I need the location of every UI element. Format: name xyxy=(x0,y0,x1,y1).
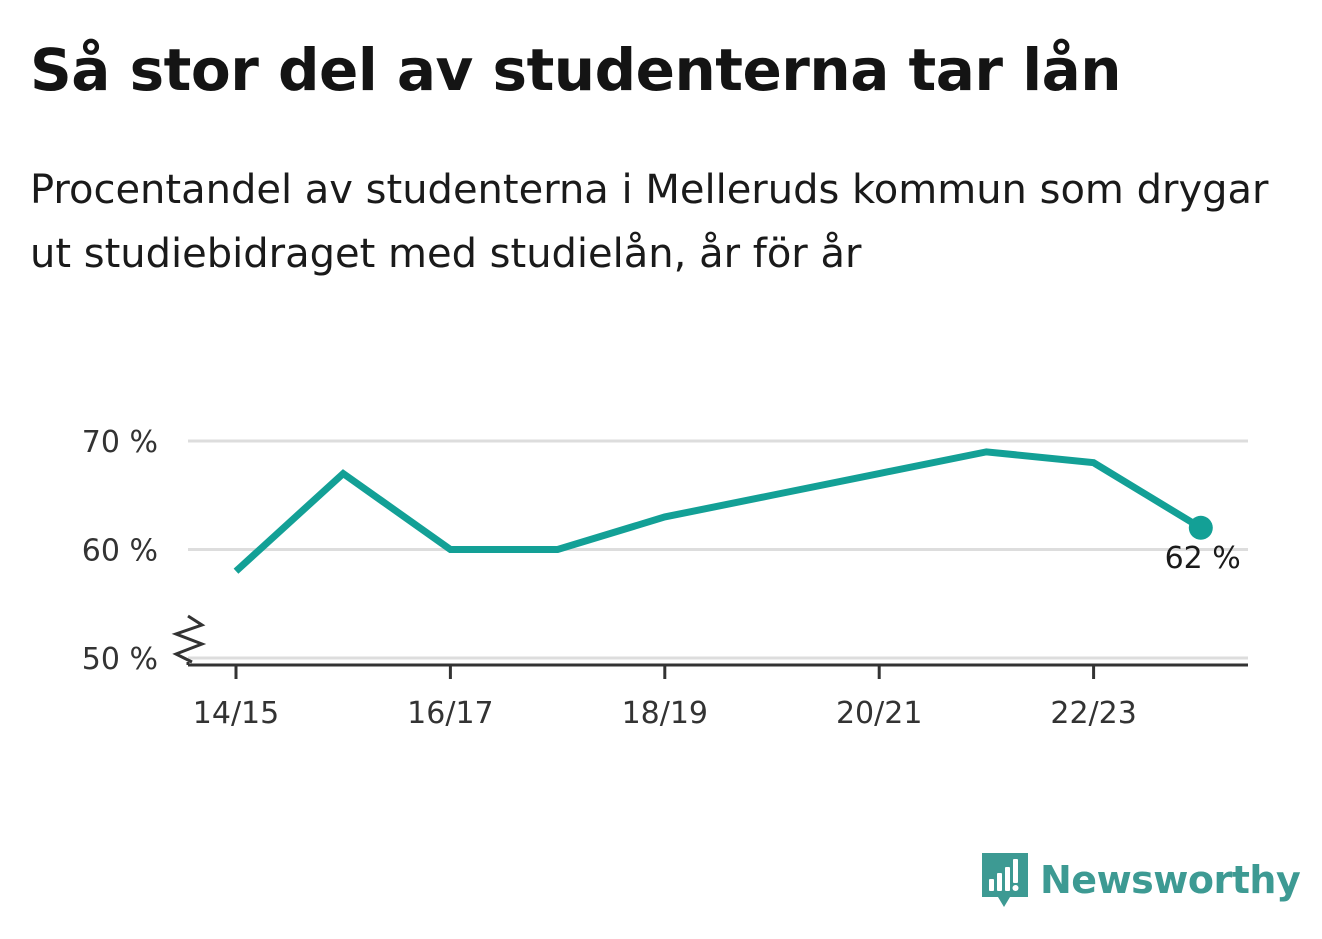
data-point-14-15 xyxy=(236,571,237,572)
series-layer xyxy=(233,448,1203,574)
annotations: 62 % xyxy=(1165,515,1241,576)
axes xyxy=(171,614,1248,679)
x-tick-label-18-19: 18/19 xyxy=(622,696,708,731)
series-line-0 xyxy=(233,448,1203,574)
end-value-label: 62 % xyxy=(1165,541,1241,576)
data-point-18-19 xyxy=(664,516,665,517)
y-tick-label-50: 50 % xyxy=(82,642,158,677)
end-point-marker xyxy=(1188,515,1213,540)
x-tick-label-14-15: 14/15 xyxy=(193,696,279,731)
data-point-15-16 xyxy=(343,473,344,474)
y-tick-label-70: 70 % xyxy=(82,425,158,460)
x-tick-labels: 14/15 16/17 18/19 20/21 22/23 xyxy=(193,696,1137,731)
data-point-19-20 xyxy=(772,495,773,496)
brand-name: Newsworthy xyxy=(1040,858,1301,902)
data-point-21-22 xyxy=(986,451,987,452)
y-tick-label-60: 60 % xyxy=(82,534,158,569)
data-point-20-21 xyxy=(879,473,880,474)
x-tick-label-20-21: 20/21 xyxy=(836,696,922,731)
y-tick-labels: 50 % 60 % 70 % xyxy=(82,425,158,677)
axis-break-icon xyxy=(171,614,207,664)
data-point-16-17 xyxy=(450,549,451,550)
x-tick-label-22-23: 22/23 xyxy=(1050,696,1136,731)
line-chart: 50 % 60 % 70 % 14/15 16/17 18/19 20/21 22/23 6… xyxy=(82,425,1248,731)
newsworthy-logo-icon xyxy=(982,853,1028,907)
x-tick-label-16-17: 16/17 xyxy=(407,696,493,731)
chart-subtitle: Procentandel av studenterna i Melleruds … xyxy=(30,167,1269,277)
data-point-22-23 xyxy=(1093,462,1094,463)
brand-logo: Newsworthy xyxy=(980,848,1301,912)
grid-lines xyxy=(188,439,1248,660)
data-point-17-18 xyxy=(557,549,558,550)
chart-title: Så stor del av studenterna tar lån xyxy=(30,36,1122,104)
